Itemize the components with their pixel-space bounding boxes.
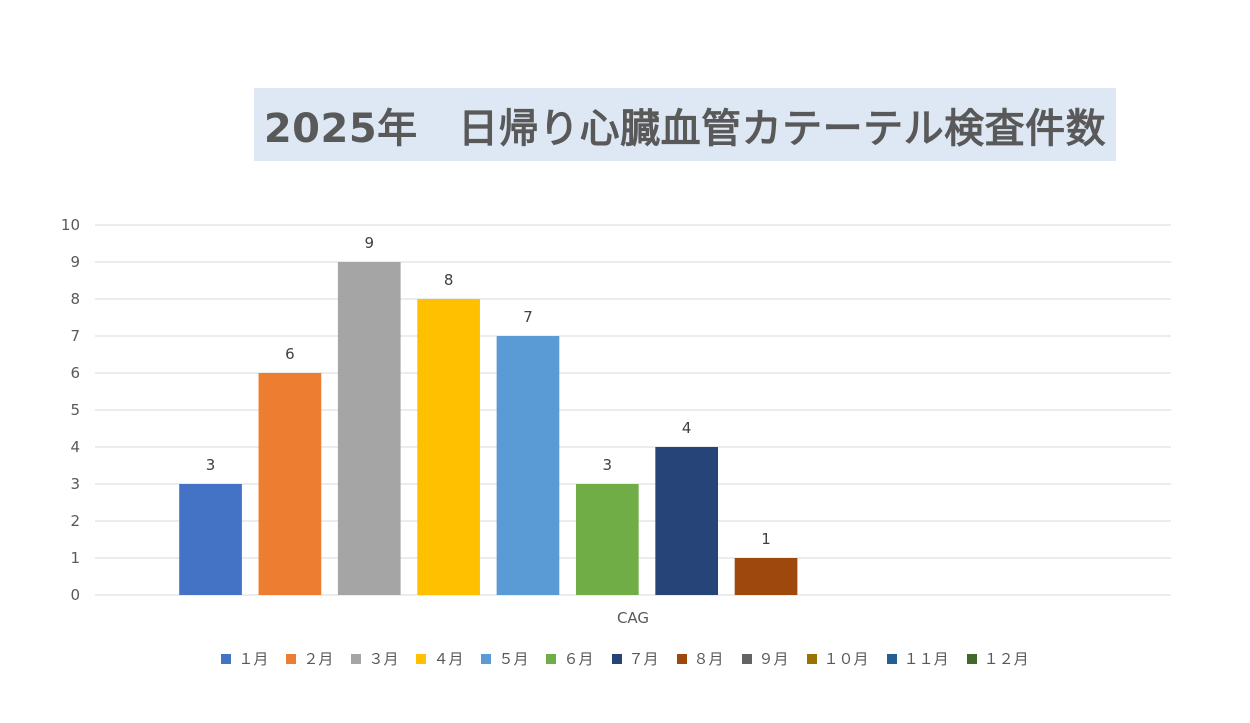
y-tick-label: 8 bbox=[70, 290, 80, 308]
chart-title: 2025年 日帰り心臓血管カテーテル検査件数 bbox=[263, 105, 1107, 152]
y-axis-tick-labels: 0 1 2 3 4 5 6 7 8 9 10 bbox=[61, 216, 80, 604]
data-label-6: 3 bbox=[603, 456, 613, 474]
legend-swatch bbox=[741, 653, 752, 664]
bar-8 bbox=[734, 558, 798, 595]
legend-item: ７月 bbox=[611, 648, 659, 669]
legend-item: １０月 bbox=[806, 648, 869, 669]
legend-label: １０月 bbox=[823, 650, 869, 668]
y-tick-label: 4 bbox=[70, 438, 80, 456]
legend-swatch bbox=[221, 653, 232, 664]
legend-item: ６月 bbox=[546, 648, 594, 669]
x-axis-category-labels: CAG bbox=[617, 609, 649, 627]
data-label-8: 1 bbox=[761, 530, 771, 548]
legend-label: １月 bbox=[238, 650, 269, 668]
legend-item: ５月 bbox=[481, 648, 528, 669]
legend-swatch bbox=[676, 653, 687, 664]
legend-swatch bbox=[806, 653, 817, 664]
y-tick-label: 9 bbox=[70, 253, 80, 271]
legend-label: ６月 bbox=[563, 650, 594, 668]
data-label-2: 6 bbox=[285, 345, 295, 363]
y-tick-label: 0 bbox=[70, 586, 80, 604]
legend-label: １２月 bbox=[983, 650, 1029, 668]
data-label-4: 8 bbox=[444, 271, 454, 289]
y-tick-label: 2 bbox=[70, 512, 80, 530]
data-label-1: 3 bbox=[206, 456, 216, 474]
legend-label: １１月 bbox=[903, 650, 949, 668]
legend-label: ９月 bbox=[758, 650, 789, 668]
bar-3 bbox=[337, 262, 401, 595]
legend-label: ７月 bbox=[628, 650, 659, 668]
y-tick-label: 7 bbox=[70, 327, 80, 345]
bar-7 bbox=[655, 447, 719, 595]
legend-item: ４月 bbox=[416, 648, 463, 669]
legend-label: ８月 bbox=[693, 650, 724, 668]
legend-swatch bbox=[416, 653, 427, 664]
bar-2 bbox=[258, 373, 322, 595]
bars bbox=[179, 262, 798, 595]
data-label-3: 9 bbox=[364, 234, 374, 252]
legend-item: ９月 bbox=[741, 648, 789, 669]
legend-swatch bbox=[886, 653, 897, 664]
legend: １月 ２月 ３月 ４月 ５月 ６月 ７月 ８月 ９月 １０月 １１月 １２月 bbox=[0, 648, 1250, 669]
legend-item: ８月 bbox=[676, 648, 724, 669]
bar-5 bbox=[496, 336, 560, 595]
legend-item: ２月 bbox=[286, 648, 333, 669]
legend-item: １２月 bbox=[966, 648, 1029, 669]
y-tick-label: 10 bbox=[61, 216, 80, 234]
legend-swatch bbox=[286, 653, 297, 664]
legend-swatch bbox=[546, 653, 557, 664]
legend-swatch bbox=[966, 653, 977, 664]
legend-label: ４月 bbox=[433, 650, 464, 668]
legend-swatch bbox=[351, 653, 362, 664]
y-tick-label: 1 bbox=[70, 549, 80, 567]
legend-swatch bbox=[611, 653, 622, 664]
y-tick-label: 3 bbox=[70, 475, 80, 493]
y-tick-label: 5 bbox=[70, 401, 80, 419]
bar-6 bbox=[575, 484, 639, 595]
legend-swatch bbox=[481, 653, 492, 664]
bar-4 bbox=[417, 299, 480, 595]
legend-item: ３月 bbox=[351, 648, 398, 669]
legend-label: ２月 bbox=[303, 650, 334, 668]
x-category-label: CAG bbox=[617, 609, 649, 627]
legend-item: １１月 bbox=[886, 648, 949, 669]
y-tick-label: 6 bbox=[70, 364, 80, 382]
data-label-7: 4 bbox=[682, 419, 692, 437]
legend-label: ５月 bbox=[498, 650, 529, 668]
chart-title-box: 2025年 日帰り心臓血管カテーテル検査件数 bbox=[254, 88, 1116, 161]
data-label-5: 7 bbox=[523, 308, 533, 326]
legend-label: ３月 bbox=[368, 650, 399, 668]
legend-item: １月 bbox=[221, 648, 268, 669]
data-labels: 3 6 9 8 7 3 4 1 bbox=[206, 234, 771, 548]
bar-1 bbox=[179, 484, 242, 595]
